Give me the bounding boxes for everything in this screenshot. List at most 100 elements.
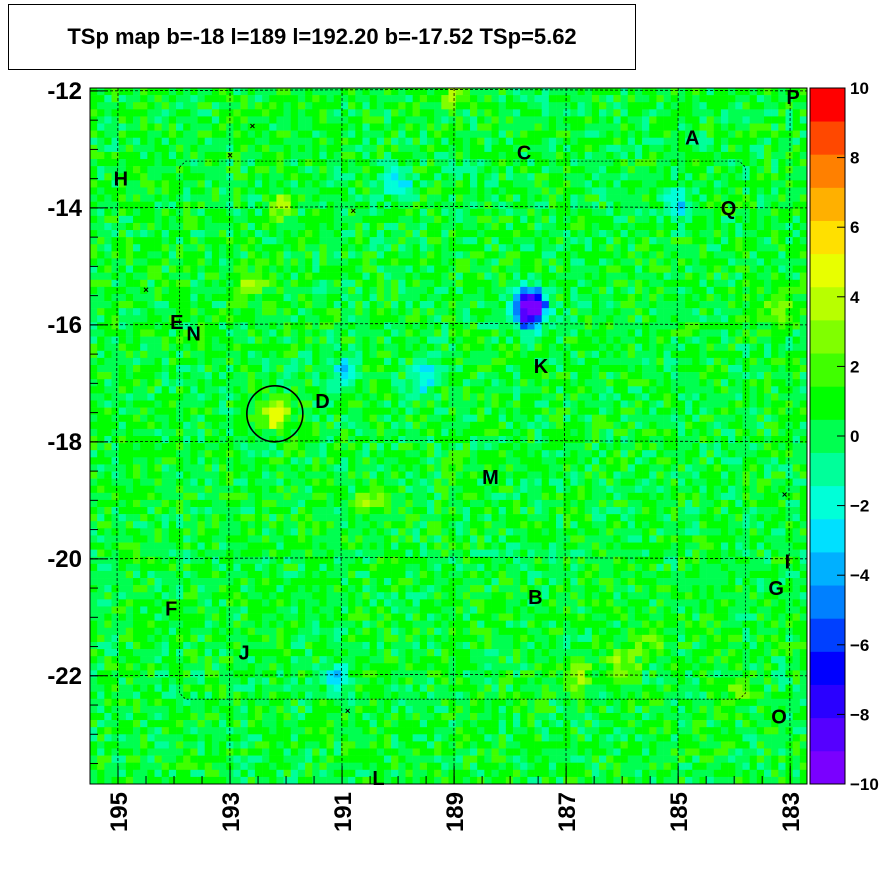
heatmap-cell [412, 364, 421, 373]
heatmap-cell [283, 116, 292, 124]
heatmap-cell [634, 166, 643, 174]
heatmap-cell [383, 286, 392, 295]
heatmap-cell [434, 386, 442, 394]
heatmap-cell [778, 130, 786, 139]
heatmap-cell [742, 137, 750, 146]
heatmap-cell [577, 286, 586, 295]
heatmap-cell [362, 116, 370, 124]
heatmap-cell [269, 279, 277, 288]
heatmap-cell [240, 428, 249, 437]
heatmap-cell [735, 414, 743, 423]
heatmap-cell [405, 237, 413, 245]
heatmap-cell [204, 272, 213, 281]
heatmap-cell [663, 208, 672, 217]
heatmap-cell [670, 123, 679, 131]
heatmap-cell [720, 201, 729, 210]
heatmap-cell [226, 208, 234, 217]
heatmap-cell [197, 173, 206, 181]
heatmap-cell [434, 308, 442, 316]
heatmap-cell [541, 159, 550, 167]
heatmap-cell [591, 88, 600, 96]
heatmap-cell [699, 301, 707, 309]
heatmap-cell [771, 215, 779, 224]
heatmap-cell [419, 180, 428, 188]
heatmap-cell [462, 95, 471, 103]
heatmap-cell [771, 208, 779, 217]
heatmap-cell [577, 379, 586, 387]
heatmap-cell [785, 322, 793, 330]
heatmap-cell [677, 88, 686, 96]
heatmap-cell [405, 301, 413, 309]
heatmap-cell [685, 159, 693, 167]
heatmap-cell [656, 372, 664, 380]
heatmap-cell [147, 379, 155, 387]
heatmap-cell [154, 329, 162, 337]
heatmap-cell [534, 222, 543, 231]
heatmap-cell [262, 244, 270, 252]
heatmap-cell [348, 187, 356, 195]
heatmap-cell [462, 166, 471, 174]
heatmap-cell [728, 137, 736, 146]
heatmap-cell [147, 393, 155, 401]
heatmap-cell [340, 130, 349, 139]
heatmap-cell [348, 130, 356, 139]
heatmap-cell [154, 315, 162, 323]
heatmap-cell [792, 215, 801, 224]
heatmap-cell [563, 237, 571, 245]
heatmap-cell [627, 258, 636, 266]
heatmap-cell [663, 88, 672, 96]
heatmap-cell [405, 88, 413, 96]
heatmap-cell [627, 301, 636, 309]
heatmap-cell [97, 230, 105, 238]
heatmap-cell [333, 180, 342, 188]
heatmap-cell [247, 258, 256, 266]
heatmap-cell [211, 436, 220, 444]
heatmap-cell [312, 400, 320, 408]
heatmap-cell [147, 173, 155, 181]
heatmap-cell [656, 279, 664, 288]
heatmap-cell [398, 350, 406, 359]
heatmap-cell [90, 364, 98, 373]
heatmap-cell [735, 137, 743, 146]
heatmap-cell [211, 208, 220, 217]
heatmap-cell [276, 109, 284, 117]
heatmap-cell [226, 322, 234, 330]
heatmap-cell [376, 230, 385, 238]
heatmap-cell [161, 208, 170, 217]
heatmap-cell [355, 364, 363, 373]
heatmap-cell [297, 265, 306, 273]
heatmap-cell [333, 208, 342, 217]
heatmap-cell [355, 336, 363, 344]
heatmap-cell [649, 116, 657, 124]
heatmap-cell [563, 116, 571, 124]
heatmap-cell [426, 279, 435, 288]
heatmap-cell [541, 95, 550, 103]
heatmap-cell [290, 393, 299, 401]
heatmap-cell [477, 208, 485, 217]
heatmap-cell [355, 102, 363, 110]
heatmap-cell [591, 137, 600, 146]
heatmap-cell [140, 102, 148, 110]
heatmap-cell [204, 322, 213, 330]
heatmap-cell [412, 230, 421, 238]
heatmap-cell [477, 421, 485, 430]
heatmap-cell [735, 286, 743, 295]
heatmap-cell [204, 187, 213, 195]
heatmap-cell [505, 251, 514, 259]
heatmap-cell [176, 123, 184, 131]
heatmap-cell [219, 393, 227, 401]
heatmap-cell [125, 372, 134, 380]
heatmap-cell [133, 279, 141, 288]
heatmap-cell [319, 237, 327, 245]
heatmap-cell [118, 222, 127, 231]
heatmap-cell [147, 421, 155, 430]
heatmap-cell [434, 123, 442, 131]
heatmap-cell [520, 301, 528, 309]
heatmap-cell [799, 279, 807, 288]
heatmap-cell [168, 372, 177, 380]
heatmap-cell [534, 194, 543, 202]
heatmap-cell [369, 187, 378, 195]
heatmap-cell [462, 436, 471, 444]
heatmap-cell [692, 357, 700, 366]
heatmap-cell [728, 293, 736, 302]
